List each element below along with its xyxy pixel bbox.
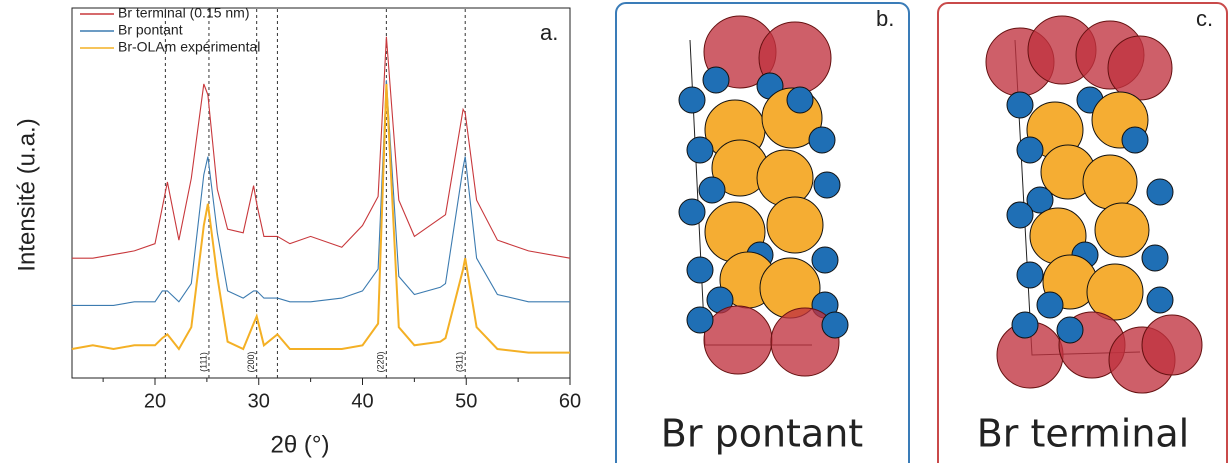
atom	[1082, 154, 1138, 210]
legend-label: Br pontant	[118, 22, 183, 38]
atom	[1094, 202, 1150, 258]
panel-caption: Br pontant	[661, 412, 863, 456]
atom	[1026, 186, 1054, 214]
x-tick-label: 20	[144, 390, 166, 412]
atom	[702, 66, 730, 94]
panel-c: c. Br terminal	[937, 2, 1228, 463]
atom	[1011, 311, 1039, 339]
atom	[1056, 316, 1084, 344]
x-tick-label: 40	[351, 390, 373, 412]
atom	[1107, 35, 1173, 101]
panel-b: b. Br pontant	[615, 2, 910, 463]
series-line	[72, 36, 571, 259]
reference-label: (200)	[246, 351, 256, 372]
x-axis-title: 2θ (°)	[271, 431, 330, 458]
x-tick-label: 30	[248, 390, 270, 412]
atom	[686, 256, 714, 284]
panel-label: a.	[540, 20, 558, 45]
atom	[678, 198, 706, 226]
reference-label: (220)	[376, 351, 386, 372]
reference-label: (311)	[455, 352, 465, 372]
atom	[698, 176, 726, 204]
legend-label: Br terminal (0.15 nm)	[118, 5, 249, 21]
atom	[703, 305, 773, 375]
x-tick-label: 60	[559, 390, 581, 412]
atom	[1146, 286, 1174, 314]
atom	[786, 86, 814, 114]
atom	[678, 86, 706, 114]
y-axis-title: Intensité (u.a.)	[13, 118, 40, 271]
atom	[1146, 178, 1174, 206]
atom	[821, 311, 849, 339]
plot-frame	[71, 7, 571, 379]
atom	[1086, 263, 1144, 321]
atom	[1141, 314, 1203, 376]
atom	[756, 149, 814, 207]
panel-frame	[615, 2, 910, 463]
atom	[1016, 261, 1044, 289]
atom	[811, 246, 839, 274]
series-line	[72, 80, 570, 306]
panel-frame	[937, 2, 1228, 463]
x-tick-label: 50	[455, 390, 477, 412]
series-line	[71, 83, 570, 354]
atom	[1016, 136, 1044, 164]
atom	[686, 306, 714, 334]
panel-label: c.	[1196, 6, 1213, 31]
atom	[686, 136, 714, 164]
atom	[1036, 291, 1064, 319]
atom	[1006, 201, 1034, 229]
atom	[766, 196, 824, 254]
atom	[1121, 126, 1149, 154]
atom	[1141, 244, 1169, 272]
atom	[1006, 91, 1034, 119]
atom	[808, 126, 836, 154]
legend-label: Br-OLAm expérimental	[118, 39, 260, 55]
reference-label: (111)	[198, 352, 208, 372]
atom	[813, 171, 841, 199]
panel-caption: Br terminal	[977, 412, 1190, 456]
panel-label: b.	[876, 6, 894, 31]
